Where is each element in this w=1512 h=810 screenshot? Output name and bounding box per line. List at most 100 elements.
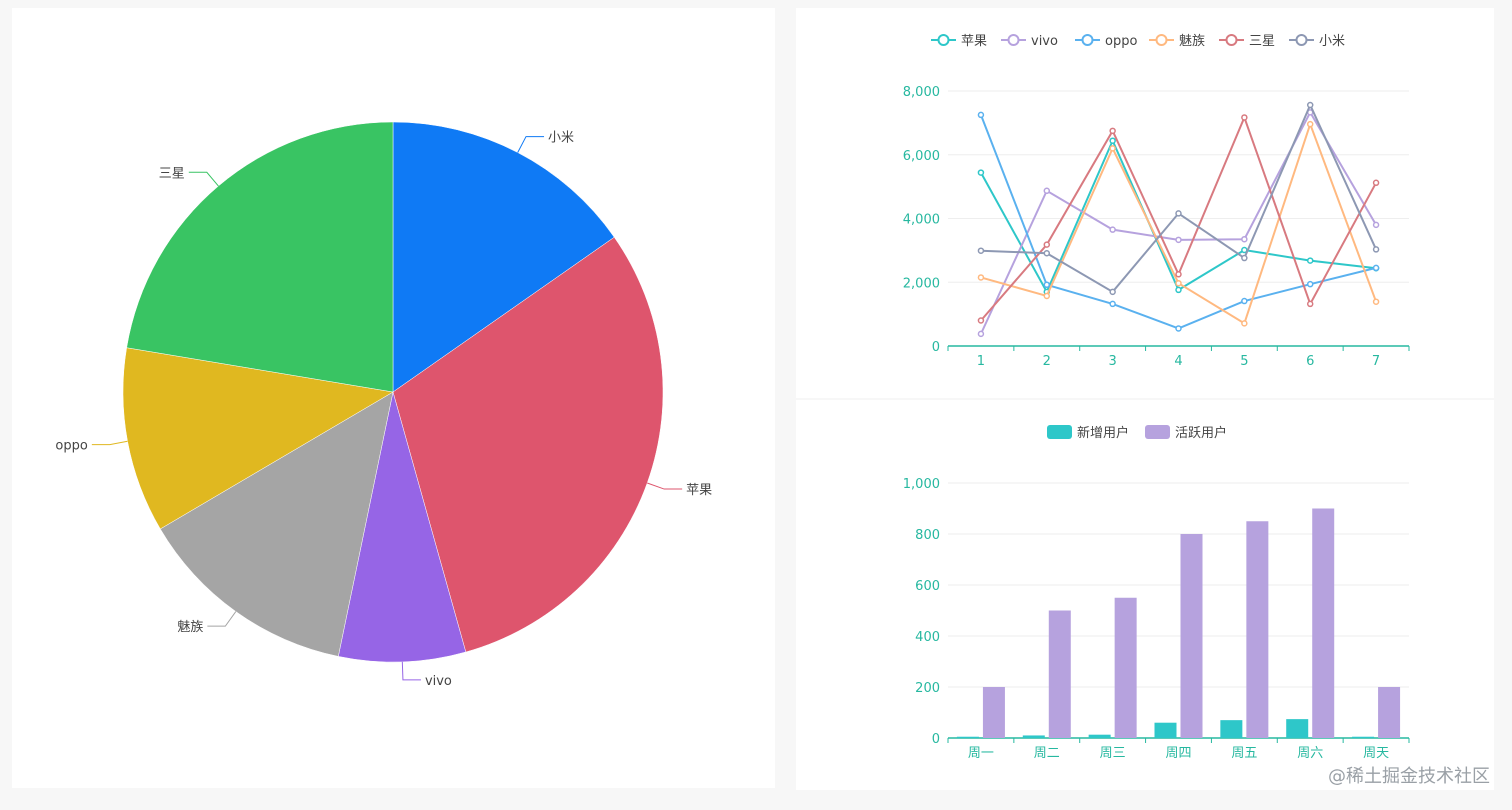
data-point — [1175, 236, 1182, 244]
data-point — [1043, 292, 1051, 300]
bar-新增用户 — [1088, 734, 1111, 738]
data-point — [1109, 127, 1116, 135]
pie-label: 三星 — [159, 166, 185, 181]
legend-item-小米[interactable]: 小米 — [1289, 34, 1345, 49]
line-series-vivo — [980, 110, 1377, 335]
data-point — [1109, 288, 1116, 296]
data-point — [1372, 221, 1380, 229]
data-point — [1043, 241, 1051, 248]
data-point — [1175, 210, 1182, 217]
data-point — [1306, 101, 1314, 109]
data-point — [1109, 137, 1116, 144]
bar-新增用户 — [1154, 722, 1177, 738]
bar-活跃用户 — [1048, 610, 1071, 738]
bar-新增用户 — [1022, 735, 1045, 738]
legend-item-三星[interactable]: 三星 — [1219, 34, 1275, 49]
legend-item-vivo[interactable]: vivo — [1001, 34, 1058, 49]
y-tick-label: 0 — [932, 340, 940, 355]
legend-label: vivo — [1031, 34, 1058, 49]
data-point — [1109, 226, 1116, 233]
pie-slice-小米 — [392, 121, 615, 393]
x-tick-label: 周三 — [1100, 746, 1126, 761]
bar-新增用户 — [1352, 736, 1375, 738]
pie-label-line — [517, 136, 545, 153]
legend-circle-icon — [1225, 34, 1238, 46]
legend-circle-icon — [1295, 34, 1308, 46]
pie-label: 魅族 — [177, 619, 203, 635]
legend-circle-icon — [1007, 34, 1020, 46]
pie-slice-三星 — [126, 121, 394, 393]
legend-label: 新增用户 — [1077, 425, 1129, 441]
data-point — [1109, 145, 1116, 152]
pie-label-line — [207, 611, 237, 627]
bar-活跃用户 — [1312, 508, 1335, 738]
legend-label: oppo — [1105, 34, 1137, 49]
legend-swatch-icon — [1047, 425, 1072, 439]
legend-label: 苹果 — [961, 34, 987, 49]
y-tick-label: 600 — [915, 579, 940, 594]
legend-item-oppo[interactable]: oppo — [1075, 34, 1137, 49]
watermark: @稀土掘金技术社区 — [1328, 766, 1490, 787]
data-point — [1241, 297, 1248, 305]
legend-item-苹果[interactable]: 苹果 — [931, 34, 987, 49]
x-tick-label: 周二 — [1034, 746, 1060, 761]
pie-slice-oppo — [122, 347, 394, 530]
line-series-小米 — [980, 102, 1377, 294]
data-point — [977, 317, 985, 324]
data-point — [1241, 114, 1248, 121]
pie-label: 小米 — [548, 131, 574, 146]
data-point — [1372, 264, 1380, 272]
y-tick-label: 1,000 — [903, 477, 940, 492]
data-point — [1175, 286, 1182, 294]
x-tick-label: 4 — [1174, 354, 1182, 369]
y-tick-label: 400 — [915, 630, 940, 645]
x-tick-label: 2 — [1043, 354, 1051, 369]
bar-chart-card — [796, 400, 1494, 790]
legend-item-新增用户[interactable]: 新增用户 — [1047, 425, 1129, 441]
y-tick-label: 8,000 — [903, 85, 940, 100]
data-point — [1043, 187, 1051, 195]
data-point — [1175, 325, 1182, 332]
legend-item-魅族[interactable]: 魅族 — [1149, 33, 1205, 49]
x-tick-label: 5 — [1240, 354, 1248, 369]
pie-label-line — [401, 661, 421, 681]
y-tick-label: 200 — [915, 681, 940, 696]
legend-circle-icon — [1081, 34, 1094, 46]
data-point — [1372, 298, 1380, 305]
data-point — [1241, 235, 1248, 243]
legend-label: 活跃用户 — [1175, 425, 1227, 441]
bar-新增用户 — [956, 736, 979, 738]
bar-新增用户 — [1220, 720, 1243, 738]
data-point — [1306, 280, 1314, 288]
pie-label-line — [647, 482, 683, 490]
bar-活跃用户 — [1180, 534, 1203, 738]
x-tick-label: 周六 — [1297, 746, 1323, 761]
pie-label: vivo — [425, 674, 452, 689]
bar-活跃用户 — [1246, 521, 1269, 738]
y-tick-label: 800 — [915, 528, 940, 543]
x-tick-label: 3 — [1109, 354, 1117, 369]
legend-item-活跃用户[interactable]: 活跃用户 — [1145, 425, 1227, 441]
x-tick-label: 周四 — [1165, 746, 1191, 761]
data-point — [1043, 249, 1051, 257]
line-series-oppo — [979, 114, 1377, 330]
data-point — [1175, 271, 1182, 278]
data-point — [977, 247, 985, 254]
legend-circle-icon — [1155, 34, 1168, 46]
data-point — [1306, 257, 1314, 264]
data-point — [977, 111, 985, 119]
legend-label: 三星 — [1249, 34, 1275, 49]
x-tick-label: 周一 — [968, 746, 994, 761]
bar-活跃用户 — [1114, 597, 1137, 738]
pie-label-line — [91, 440, 128, 446]
data-point — [977, 274, 985, 281]
y-tick-label: 6,000 — [903, 149, 940, 164]
legend-circle-icon — [937, 34, 950, 46]
pie-label: 苹果 — [686, 483, 712, 498]
pie-slice-魅族 — [159, 391, 394, 657]
data-point — [1241, 254, 1248, 262]
x-tick-label: 7 — [1372, 354, 1380, 369]
x-tick-label: 周天 — [1363, 746, 1389, 761]
legend-swatch-icon — [1145, 425, 1170, 439]
